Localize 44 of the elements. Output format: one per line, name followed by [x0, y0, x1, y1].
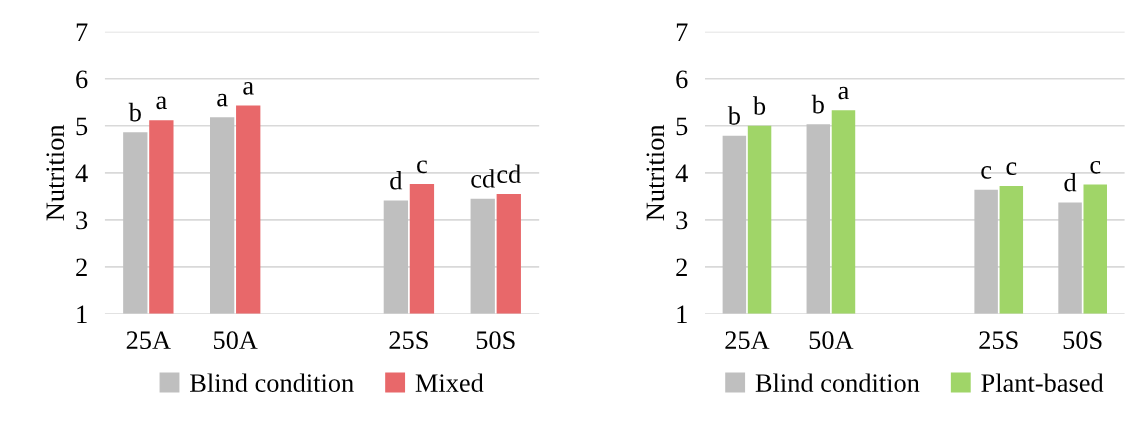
- x-tick-label: 50S: [1063, 331, 1102, 350]
- data-label: d: [1064, 172, 1077, 192]
- legend-label: Blind condition: [755, 373, 920, 392]
- y-tick-label: 2: [76, 258, 87, 276]
- data-label: cd: [471, 169, 495, 188]
- data-label: b: [752, 96, 766, 115]
- y-tick-label: 7: [76, 23, 88, 41]
- legend-label: Mixed: [415, 373, 484, 392]
- y-axis-title: Nutrition: [646, 124, 665, 221]
- y-tick-label: 1: [677, 305, 687, 324]
- x-tick-label: 50A: [214, 331, 258, 350]
- y-tick-label: 2: [676, 258, 687, 276]
- x-tick-label: 50S: [476, 331, 515, 350]
- x-tick-label: 25S: [389, 331, 428, 350]
- y-axis-title: Nutrition: [46, 124, 65, 221]
- legend-label: Plant-based: [981, 373, 1104, 392]
- y-tick-label: 3: [676, 211, 688, 230]
- y-tick-label: 4: [675, 164, 688, 182]
- data-label: c: [1006, 162, 1017, 176]
- data-label: a: [217, 93, 228, 107]
- y-tick-label: 1: [77, 305, 87, 324]
- data-label: a: [243, 81, 254, 95]
- y-tick-label: 5: [76, 117, 88, 136]
- y-tick-label: 7: [676, 23, 688, 41]
- y-tick-label: 3: [76, 211, 88, 230]
- data-label: a: [838, 86, 849, 100]
- data-label: c: [417, 160, 427, 174]
- x-tick-label: 25A: [126, 331, 171, 350]
- data-label: b: [128, 102, 141, 122]
- legend-label: Blind condition: [190, 373, 354, 392]
- data-label: b: [811, 94, 824, 114]
- x-tick-label: 25S: [979, 331, 1018, 350]
- data-label: cd: [497, 164, 521, 184]
- y-tick-label: 5: [676, 117, 688, 136]
- data-label: c: [981, 166, 992, 179]
- y-tick-label: 6: [676, 70, 688, 89]
- data-label: a: [156, 96, 167, 110]
- data-label: d: [390, 171, 403, 190]
- y-tick-label: 4: [75, 164, 88, 182]
- x-tick-label: 25A: [725, 331, 770, 350]
- data-label: c: [1090, 160, 1101, 174]
- x-tick-label: 50A: [809, 331, 854, 350]
- y-tick-label: 6: [76, 70, 88, 89]
- data-label: b: [727, 106, 740, 125]
